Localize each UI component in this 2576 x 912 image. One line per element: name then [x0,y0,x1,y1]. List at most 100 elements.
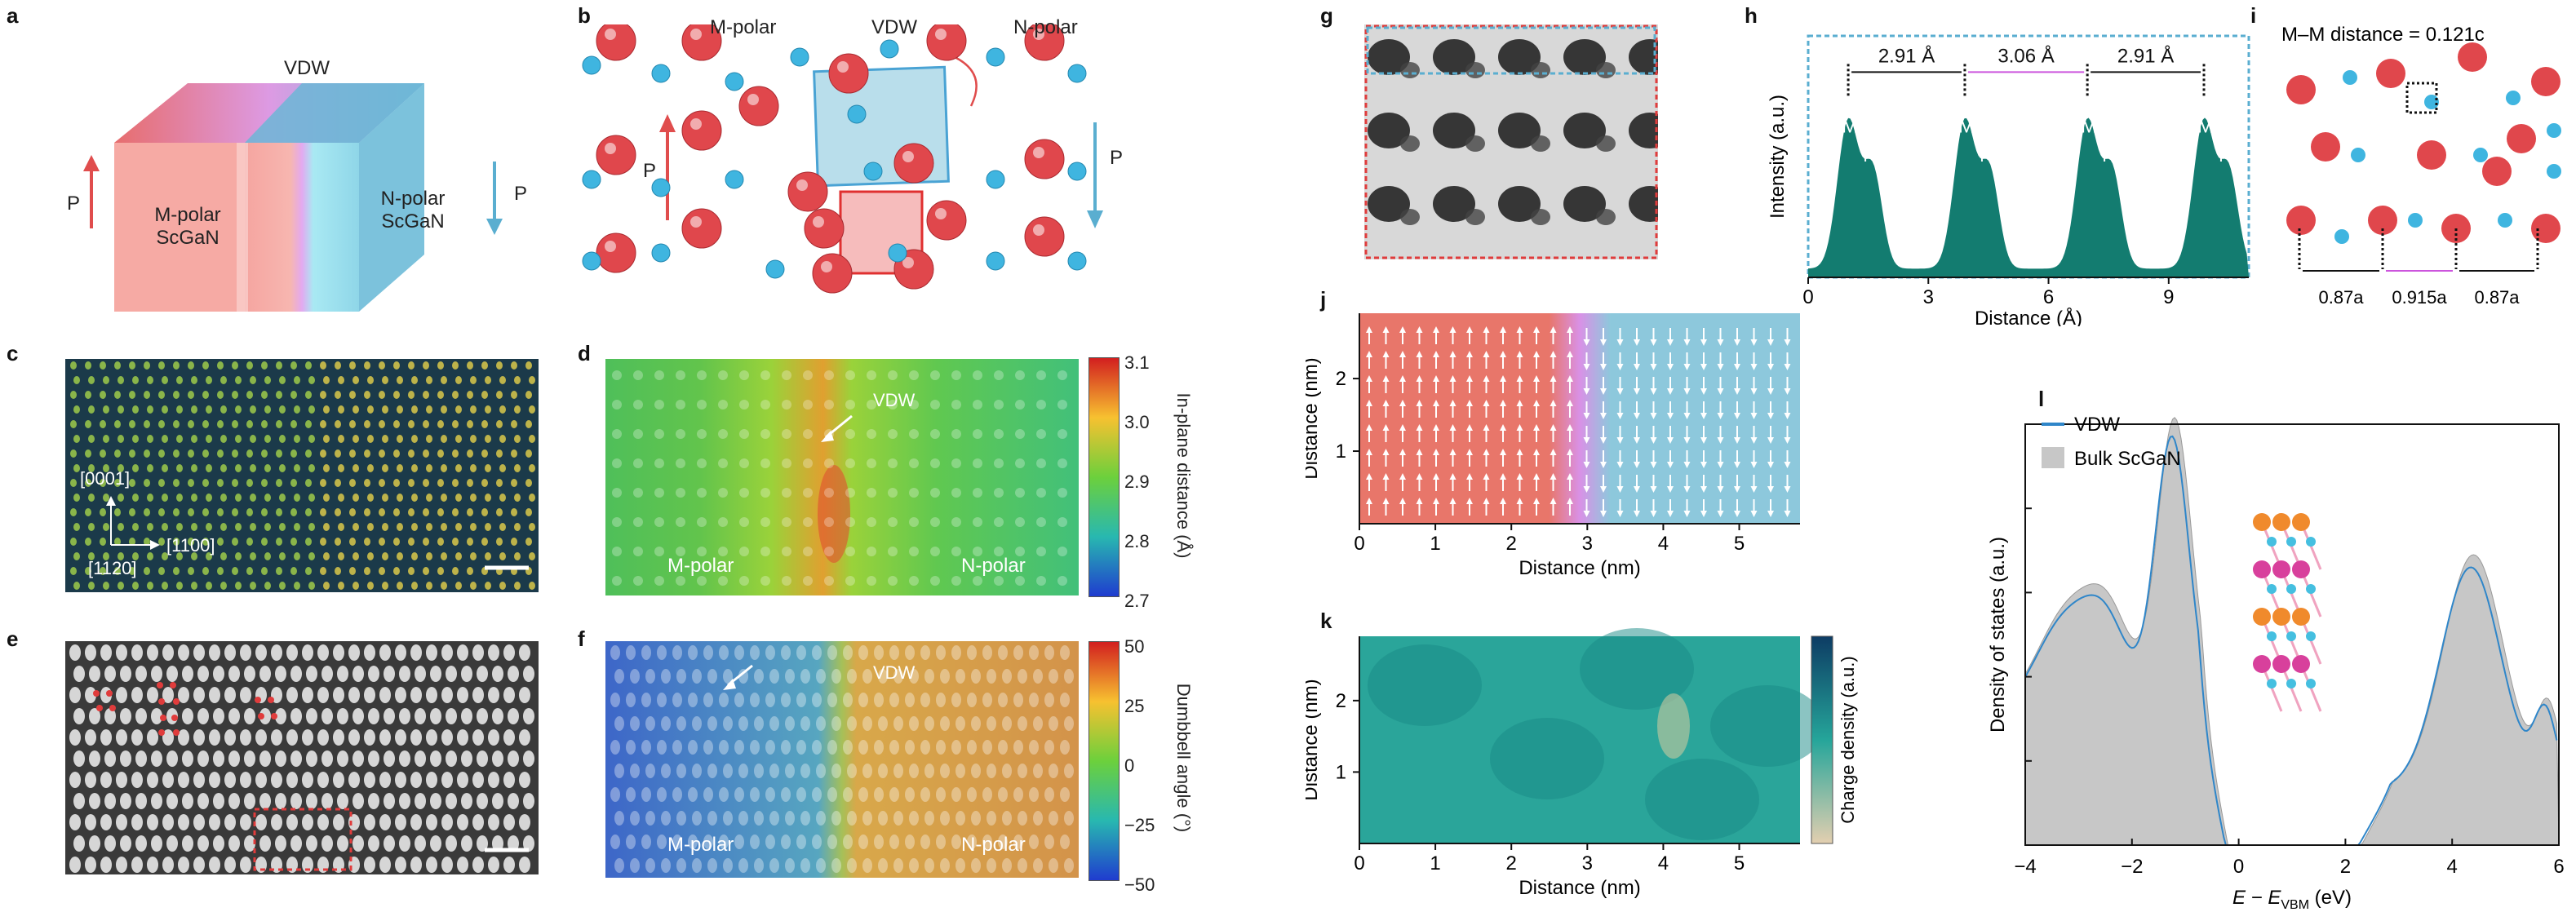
atom-blob [1433,186,1475,222]
atom-column [89,666,100,682]
j-arrow-head [1433,449,1439,455]
atom-column [452,538,459,546]
atom-column [697,547,707,556]
atom-column [889,645,899,660]
atom-column [103,405,109,414]
atom-column [633,458,643,468]
atom-column [88,523,95,531]
atom-column [523,793,534,809]
l-x-axis-label: E − EVBM (eV) [2232,887,2352,912]
l-x-tick-label: 2 [2340,856,2351,878]
atom-column [240,814,251,830]
x-tick-label: 0 [1354,852,1364,874]
atom-column [246,391,253,399]
atom-column [455,582,462,590]
atom-column [173,508,180,516]
atom-column [862,811,872,826]
j-arrow-head [1382,326,1390,333]
panel-e-grey-image [65,641,539,874]
atom-column [217,420,224,428]
atom-column [437,538,444,546]
atom-column [352,464,359,472]
atom-column [754,669,764,684]
atom-column [89,750,100,767]
atom-column [1049,669,1058,684]
atom-column [467,508,473,516]
atom-column [1015,547,1025,556]
atom-column [862,716,872,731]
atom-blob [1563,39,1606,75]
j-arrow-head [1516,375,1523,382]
y-tick-label: 2 [1336,368,1346,390]
atom-column [657,645,667,660]
atom-column [337,835,348,852]
atom-column [368,793,379,809]
atom-column [951,488,961,498]
atom-column [951,429,961,439]
atom-column [452,449,459,458]
j-arrow-head [1700,388,1707,395]
j-arrow-head [1399,351,1406,357]
atom-column [120,793,131,809]
atom-column [261,479,268,487]
atom-column [323,464,330,472]
atom-column [352,666,364,682]
nitrogen-atom [1067,251,1087,271]
atom-column [750,835,760,849]
atom-column [224,814,236,830]
atom-column [352,793,364,809]
b-p-right: P [1110,147,1124,169]
j-arrow-head [1483,375,1490,382]
j-arrow-head [1616,364,1624,370]
atom-column [765,693,775,707]
atom-column [338,582,344,590]
atom-blob [1433,113,1475,148]
atom-column [971,858,981,873]
atom-column [508,793,519,809]
d-colorbar [1088,357,1120,597]
nitrogen-atom [651,64,671,83]
atom-column [529,523,535,531]
atom-column [827,835,837,849]
atom-column [426,772,437,788]
atom-column [349,361,356,370]
atom-column [485,552,491,560]
metal-atom [1024,139,1065,179]
atom-column [614,669,624,684]
atom-column [217,361,224,370]
atom-column [441,857,453,873]
atom-column [308,376,315,384]
atom-column [734,645,744,660]
atom-column [290,361,297,370]
atom-column [178,814,189,830]
atom-column [858,835,868,849]
atom-column [426,729,437,746]
atom-column [250,523,256,531]
atom-column [379,644,391,661]
nitrogen-atom [863,162,883,181]
atom-column [612,400,622,410]
atom-column [116,814,127,830]
atom-column [70,508,77,516]
panel-label-h: h [1745,3,1758,28]
atom-column [73,494,80,502]
atom-column [707,716,717,731]
arrow-p-left-head [83,155,100,171]
atom-column [202,449,209,458]
atom-column [228,793,240,809]
atom-column [503,687,515,703]
atom-column [437,479,444,487]
atom-column [971,764,981,778]
atom-column [734,740,744,755]
b-npolar-label: N-polar [1013,16,1078,38]
atom-column [1013,835,1023,849]
atom-column [423,479,429,487]
atom-column [707,764,717,778]
x-axis-label: Distance (nm) [1519,877,1640,899]
atom-column [294,464,300,472]
inset-atom [2272,513,2290,531]
l-bulk-area [2024,417,2560,846]
atom-column [1015,517,1025,527]
atom-column [503,644,515,661]
atom-column [117,523,124,531]
